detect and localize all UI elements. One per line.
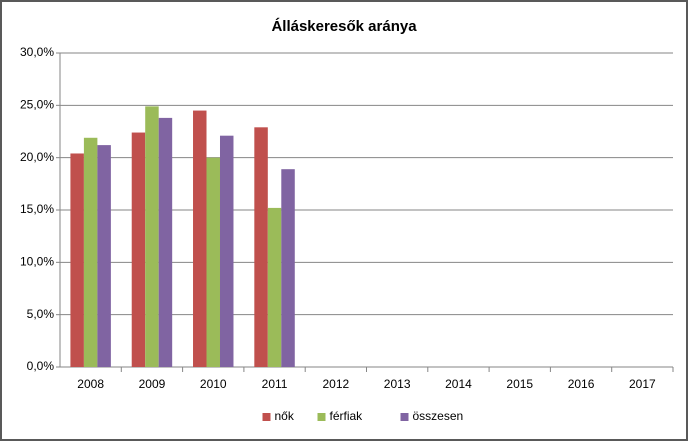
x-tick-label: 2009 — [139, 377, 166, 391]
bar — [254, 127, 268, 368]
legend-swatch — [400, 413, 409, 421]
bar — [193, 110, 207, 368]
x-tick-label: 2017 — [629, 377, 656, 391]
bar — [70, 153, 84, 367]
y-tick-label: 0,0% — [27, 359, 55, 373]
y-tick-label: 30,0% — [20, 45, 54, 59]
bar — [145, 106, 159, 367]
legend-label: összesen — [413, 409, 464, 423]
legend-label: nők — [275, 409, 295, 423]
bar — [281, 169, 295, 367]
x-tick-label: 2014 — [445, 377, 472, 391]
bar — [131, 132, 146, 367]
x-tick-label: 2011 — [262, 377, 288, 391]
x-tick-label: 2015 — [506, 377, 533, 391]
x-tick-label: 2008 — [77, 377, 104, 391]
y-tick-label: 5,0% — [27, 307, 55, 321]
x-tick-label: 2010 — [200, 377, 227, 391]
legend-swatch — [262, 413, 271, 421]
bar — [267, 207, 282, 367]
bar — [206, 157, 220, 367]
x-tick-label: 2016 — [568, 377, 595, 391]
y-tick-label: 10,0% — [20, 255, 54, 269]
bar — [158, 117, 173, 367]
chart-title: Álláskeresők aránya — [271, 18, 417, 35]
x-tick-label: 2013 — [384, 377, 411, 391]
y-tick-label: 20,0% — [20, 150, 54, 164]
bar — [219, 135, 234, 367]
x-tick-label: 2012 — [322, 377, 349, 391]
bar — [97, 145, 111, 367]
bar — [83, 137, 98, 367]
legend-swatch — [317, 413, 326, 421]
y-tick-label: 15,0% — [20, 202, 54, 216]
legend-label: férfiak — [330, 409, 364, 423]
y-tick-label: 25,0% — [20, 98, 54, 112]
